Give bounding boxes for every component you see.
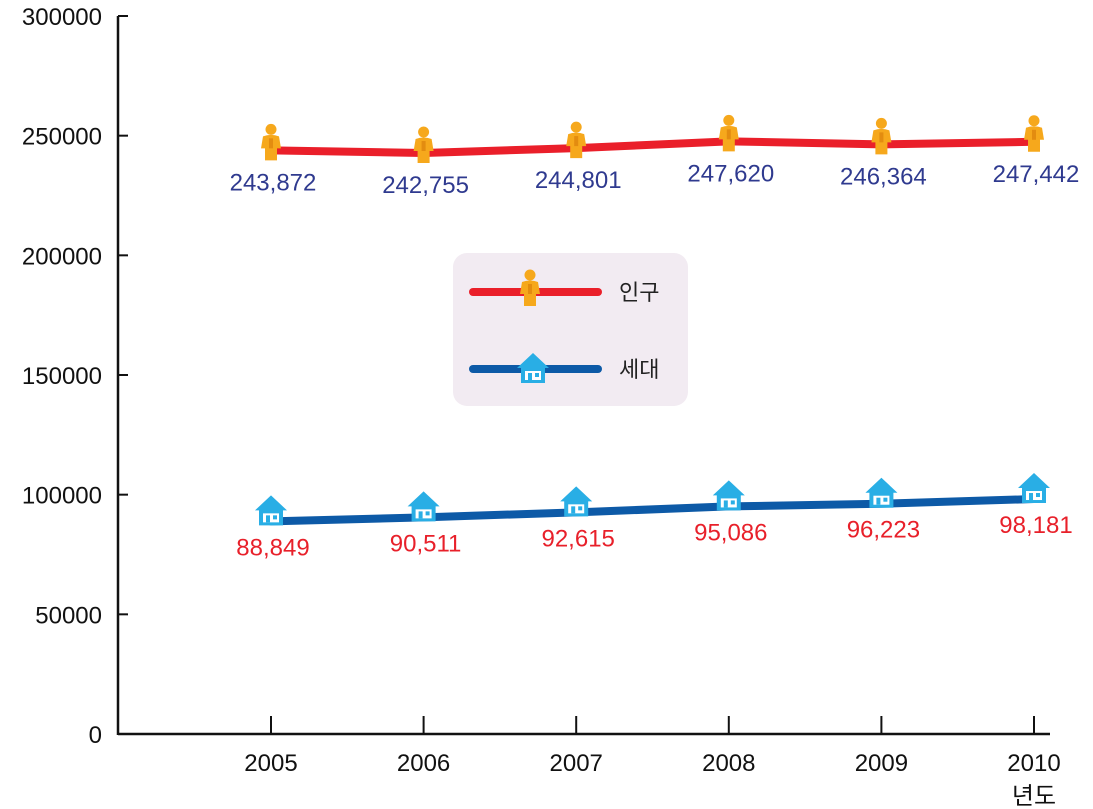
household-line [267, 495, 1038, 526]
house-icon [865, 477, 898, 508]
legend-item-household: 세대 [469, 353, 659, 383]
household-value-label: 92,615 [541, 525, 614, 552]
data-labels: 243,872 242,755 244,801 247,620 246,364 247,4… [230, 160, 1080, 561]
y-tick-label: 100000 [22, 483, 102, 510]
legend-household-label: 세대 [619, 357, 659, 382]
household-value-label: 96,223 [847, 517, 920, 544]
x-axis-ticks: 2005 2006 2007 2008 2009 2010 [244, 716, 1061, 777]
legend-background [453, 253, 688, 406]
house-icon [560, 486, 593, 517]
x-tick-label: 2006 [397, 750, 450, 777]
y-tick-label: 50000 [35, 602, 102, 629]
series-lines [267, 137, 1038, 526]
y-tick-label: 300000 [22, 4, 102, 31]
y-tick-label: 150000 [22, 363, 102, 390]
population-value-label: 247,442 [993, 161, 1080, 188]
y-tick-label: 200000 [22, 243, 102, 270]
house-icon [255, 495, 287, 526]
person-icon [1024, 115, 1044, 152]
population-value-label: 242,755 [382, 172, 469, 199]
household-value-label: 88,849 [236, 534, 309, 561]
x-axis-unit-label: 년도 [1012, 783, 1056, 809]
x-tick-label: 2010 [1007, 750, 1060, 777]
y-tick-label: 0 [89, 722, 102, 749]
population-line [267, 137, 1038, 158]
x-tick-label: 2007 [550, 750, 603, 777]
legend-population-label: 인구 [619, 280, 659, 305]
person-icon [566, 121, 587, 159]
population-value-label: 247,620 [687, 160, 774, 187]
legend-item-population: 인구 [469, 269, 659, 306]
person-icon [413, 126, 434, 164]
household-value-label: 98,181 [999, 512, 1072, 539]
x-tick-label: 2008 [702, 750, 755, 777]
house-icon [407, 491, 440, 522]
population-value-label: 244,801 [535, 167, 622, 194]
house-icon [712, 480, 745, 511]
population-value-label: 243,872 [230, 169, 317, 196]
house-icon [1018, 473, 1050, 504]
x-tick-label: 2009 [855, 750, 908, 777]
population-value-label: 246,364 [840, 163, 927, 190]
y-axis-ticks: 0 50000 100000 150000 200000 250000 300000 [22, 4, 128, 749]
household-value-label: 90,511 [390, 530, 462, 557]
x-tick-label: 2005 [244, 750, 297, 777]
y-tick-label: 250000 [22, 124, 102, 151]
person-icon [871, 117, 892, 155]
legend: 인구 세대 [453, 253, 688, 406]
person-icon [261, 123, 281, 161]
household-value-label: 95,086 [694, 519, 767, 546]
person-icon [718, 114, 739, 152]
